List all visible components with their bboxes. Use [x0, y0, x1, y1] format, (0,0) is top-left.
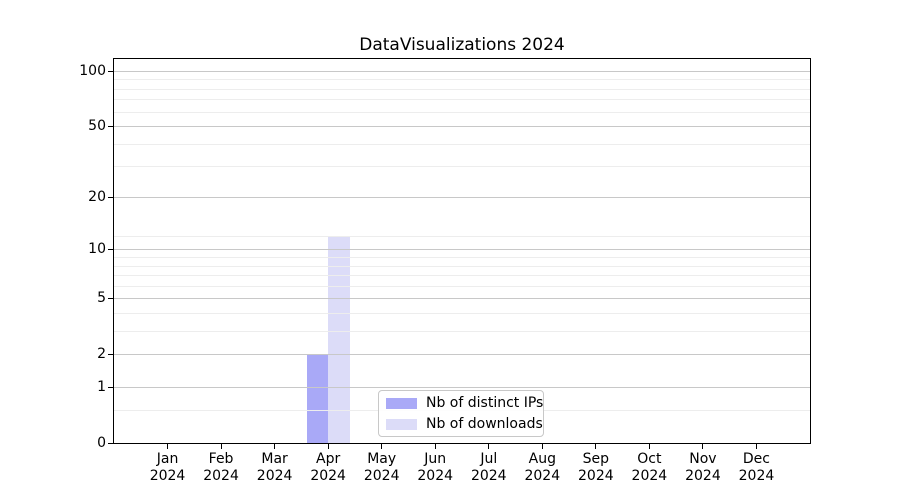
y-axis-tick [108, 126, 113, 128]
x-tick-label: Jan 2024 [149, 451, 186, 484]
y-tick-label: 1 [97, 378, 106, 395]
gridline-major [114, 354, 810, 356]
legend-item: Nb of distinct IPs [386, 395, 543, 411]
x-tick-label: Dec 2024 [738, 451, 775, 484]
x-axis-tick [220, 444, 222, 449]
y-tick-label: 0 [97, 434, 106, 451]
plot-area [113, 58, 811, 444]
gridline-minor [114, 257, 810, 259]
x-tick-label: Feb 2024 [203, 451, 239, 484]
gridline-major [114, 298, 810, 300]
x-tick-label: Oct 2024 [631, 451, 668, 484]
y-axis-tick [108, 442, 113, 444]
gridline-major [114, 71, 810, 73]
y-axis-tick [108, 354, 113, 356]
x-axis-tick [702, 444, 704, 449]
x-axis-tick [327, 444, 329, 449]
gridline-major [114, 197, 810, 199]
y-tick-label: 50 [88, 118, 106, 135]
legend-label: Nb of distinct IPs [426, 395, 544, 411]
x-axis-tick [167, 444, 169, 449]
x-tick-label: Mar 2024 [256, 451, 293, 484]
x-tick-label: Jul 2024 [470, 451, 507, 484]
y-axis-tick [108, 249, 113, 251]
x-axis-tick [274, 444, 276, 449]
y-tick-label: 100 [79, 63, 106, 80]
x-tick-label: Apr 2024 [310, 451, 346, 484]
x-tick-label: Nov 2024 [685, 451, 721, 484]
x-axis-tick [541, 444, 543, 449]
gridline-minor [114, 265, 810, 267]
legend-label: Nb of downloads [426, 416, 543, 432]
gridline-minor [114, 143, 810, 145]
gridline-major [114, 386, 810, 388]
y-tick-label: 10 [88, 241, 106, 258]
gridline-major [114, 249, 810, 251]
gridline-minor [114, 88, 810, 90]
gridline-major [114, 126, 810, 128]
x-axis-tick [648, 444, 650, 449]
x-axis-tick [595, 444, 597, 449]
y-axis-tick [108, 71, 113, 73]
gridline-minor [114, 111, 810, 113]
gridline-minor [114, 236, 810, 238]
chart-title: DataVisualizations 2024 [359, 35, 565, 55]
bar-distinct-ips [306, 354, 329, 443]
legend: Nb of distinct IPs Nb of downloads [378, 390, 544, 437]
x-axis-tick [434, 444, 436, 449]
y-tick-label: 5 [97, 290, 106, 307]
bar-downloads [328, 236, 350, 443]
x-axis-tick [755, 444, 757, 449]
y-axis-tick [108, 386, 113, 388]
gridline-minor [114, 312, 810, 314]
x-tick-label: May 2024 [363, 451, 400, 484]
legend-item: Nb of downloads [386, 416, 543, 432]
y-axis-tick [108, 298, 113, 300]
gridline-minor [114, 79, 810, 81]
gridline-minor [114, 285, 810, 287]
x-tick-label: Aug 2024 [524, 451, 561, 484]
y-tick-label: 20 [88, 189, 106, 206]
gridline-minor [114, 166, 810, 168]
legend-swatch [386, 397, 417, 409]
x-axis-tick [488, 444, 490, 449]
x-axis-tick [381, 444, 383, 449]
legend-swatch [386, 418, 417, 430]
gridline-minor [114, 275, 810, 277]
x-tick-label: Sep 2024 [578, 451, 614, 484]
x-tick-label: Jun 2024 [417, 451, 454, 484]
gridline-minor [114, 99, 810, 101]
y-tick-label: 2 [97, 346, 106, 363]
y-axis-tick [108, 197, 113, 199]
gridline-minor [114, 330, 810, 332]
